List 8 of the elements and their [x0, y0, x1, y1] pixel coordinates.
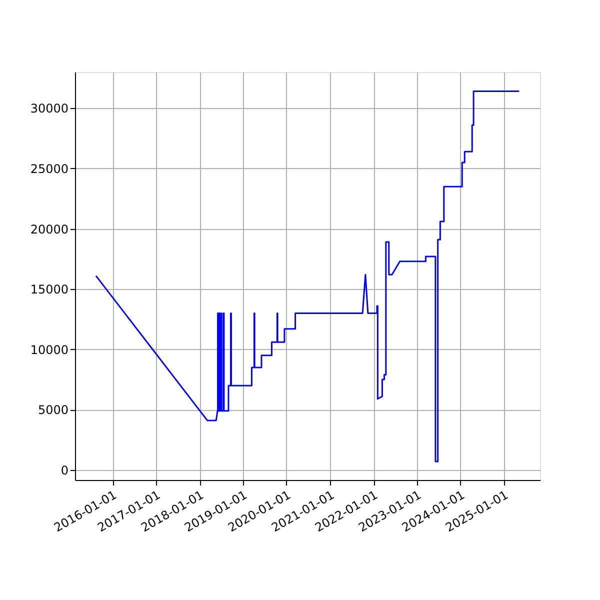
y-tick-label: 20000	[30, 222, 68, 236]
y-tick-label: 0	[60, 463, 68, 478]
line-series	[95, 90, 520, 462]
y-tick-label: 25000	[30, 162, 68, 176]
y-tick-label: 5000	[38, 403, 68, 418]
y-tick-label: 10000	[30, 342, 68, 357]
y-tick-label: 30000	[30, 102, 68, 116]
y-tick-label: 15000	[30, 282, 68, 297]
